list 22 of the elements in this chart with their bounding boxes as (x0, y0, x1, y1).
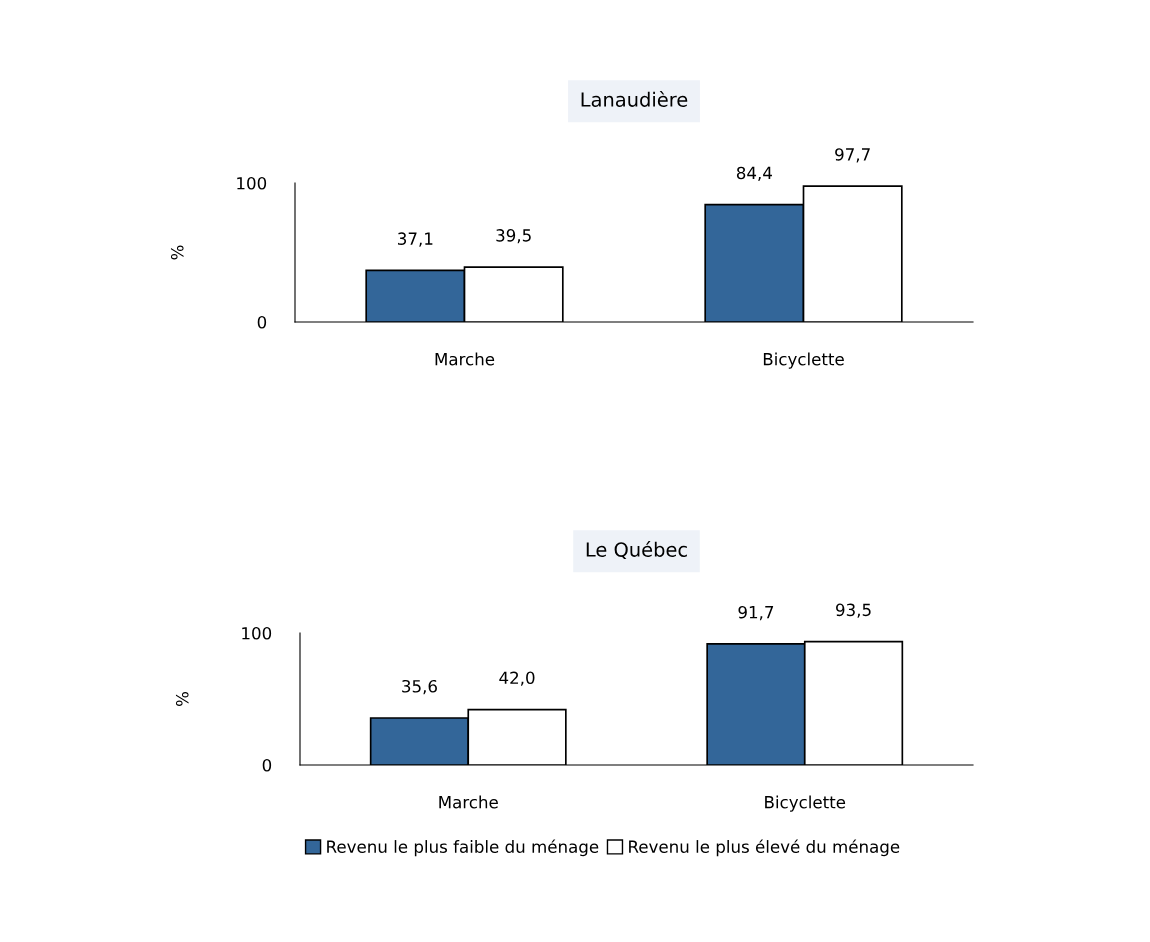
x-tick-label: Marche (435, 352, 495, 366)
y-tick-label: 100 (237, 176, 267, 190)
data-label: 42,0 (499, 671, 535, 686)
y-tick-label: 0 (257, 315, 267, 329)
x-tick-label: Marche (439, 795, 498, 809)
data-label: 35,6 (402, 679, 437, 695)
legend-label: Revenu le plus élevé du ménage (629, 839, 900, 857)
data-label: 97,7 (835, 148, 870, 163)
x-tick-label: Bicyclette (763, 352, 844, 369)
data-label: 39,5 (496, 229, 531, 244)
chart-title: Lanaudière (581, 91, 688, 107)
data-label: 93,5 (836, 603, 871, 618)
data-label: 84,4 (736, 166, 772, 181)
y-axis-title: % (175, 692, 189, 706)
y-tick-label: 100 (242, 626, 272, 640)
y-tick-label: 0 (262, 758, 272, 772)
chart-title: Le Québec (586, 541, 687, 560)
legend-label: Revenu le plus faible du ménage (327, 839, 599, 857)
y-axis-title: % (170, 245, 184, 260)
data-label: 37,1 (398, 232, 433, 247)
data-label: 91,7 (738, 605, 774, 621)
x-tick-label: Bicyclette (765, 795, 846, 812)
